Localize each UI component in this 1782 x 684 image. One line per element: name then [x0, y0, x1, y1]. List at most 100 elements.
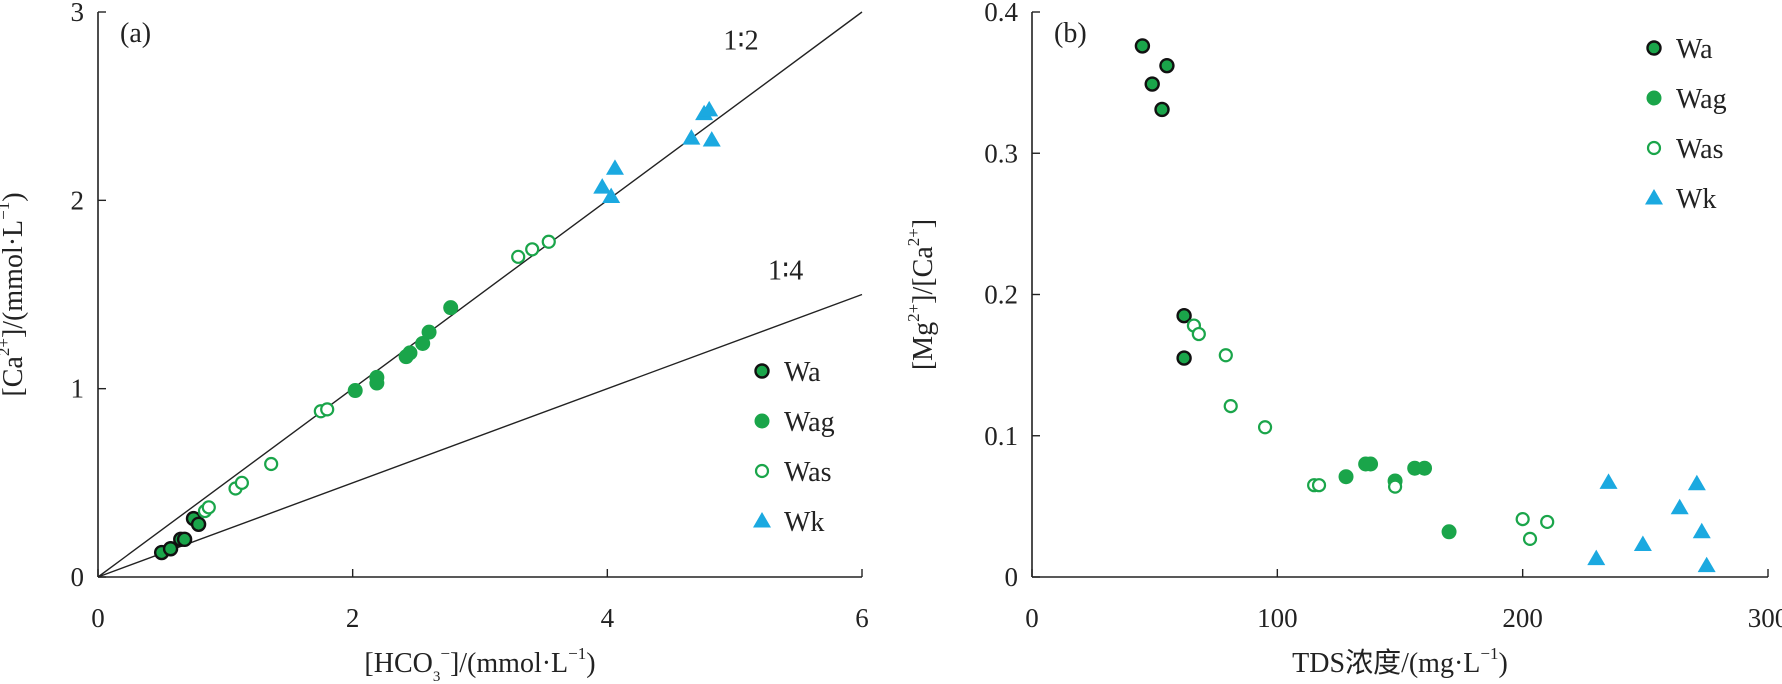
- legend-label: Wag: [1676, 84, 1727, 115]
- legend-label: Was: [1676, 134, 1724, 165]
- series-was: [1186, 318, 1555, 546]
- data-point: [415, 335, 431, 351]
- data-point: [1587, 549, 1606, 566]
- data-point: [443, 300, 459, 316]
- data-point: [1697, 556, 1716, 573]
- data-point: [1522, 531, 1538, 546]
- legend-label: Wa: [1676, 34, 1713, 65]
- series-wag: [347, 300, 459, 399]
- data-point: [1633, 535, 1652, 551]
- data-point: [1154, 101, 1170, 118]
- y-tick-label: 0: [1005, 562, 1019, 592]
- data-point: [525, 242, 540, 257]
- data-point: [511, 249, 526, 264]
- data-point: [1515, 511, 1530, 527]
- data-point: [1363, 456, 1379, 472]
- data-point: [190, 516, 207, 532]
- legend-label: Wa: [784, 357, 821, 388]
- panel-label: (a): [120, 18, 151, 49]
- reference-line-label: 1∶4: [768, 255, 803, 286]
- y-axis-label: [Ca2+]/(mmol·L−1): [0, 192, 29, 396]
- data-point: [1159, 57, 1175, 74]
- legend-label: Wk: [1676, 184, 1716, 215]
- data-point: [1670, 498, 1689, 515]
- x-tick-label: 0: [91, 603, 105, 633]
- legend-label: Wag: [784, 407, 835, 438]
- legend-marker: [1646, 140, 1662, 156]
- series-wk: [1587, 473, 1716, 573]
- data-point: [176, 531, 193, 548]
- data-point: [347, 383, 363, 399]
- y-tick-label: 0.3: [984, 138, 1018, 168]
- y-tick-label: 2: [71, 185, 85, 215]
- series-was: [197, 234, 556, 519]
- reference-line: [97, 11, 863, 578]
- data-point: [201, 500, 216, 515]
- y-axis-label: [Mg2+]/[Ca2+]: [904, 219, 939, 370]
- legend: Wa Wag Was Wk: [1645, 34, 1727, 215]
- x-tick-label: 6: [855, 603, 869, 633]
- legend-marker: [1645, 189, 1663, 205]
- data-point: [1441, 524, 1457, 540]
- data-point: [1417, 460, 1433, 476]
- data-point: [682, 129, 701, 145]
- data-point: [1176, 350, 1192, 366]
- data-point: [1257, 420, 1273, 435]
- data-point: [602, 187, 621, 204]
- data-point: [1599, 473, 1618, 489]
- reference-line: [97, 293, 863, 578]
- legend-marker: [754, 413, 770, 429]
- x-axis-label: [HCO3−]/(mmol·L−1): [364, 644, 595, 684]
- x-tick-label: 0: [1025, 603, 1039, 633]
- data-point: [1134, 38, 1151, 54]
- data-point: [605, 159, 624, 175]
- legend-label: Wk: [784, 507, 824, 538]
- data-point: [1692, 522, 1711, 539]
- legend-marker: [754, 463, 770, 479]
- series-wa: [1134, 38, 1192, 366]
- data-point: [702, 131, 721, 147]
- legend: Wa Wag Was Wk: [753, 357, 835, 538]
- data-point: [1144, 76, 1160, 92]
- y-tick-label: 1: [71, 374, 85, 404]
- y-tick-label: 0.1: [984, 421, 1018, 451]
- x-tick-label: 2: [346, 603, 360, 633]
- x-tick-label: 200: [1502, 603, 1543, 633]
- x-axis-label: TDS浓度/(mg·L−1): [1292, 644, 1508, 679]
- data-point: [421, 324, 437, 340]
- series-wk: [593, 100, 721, 204]
- data-point: [264, 456, 279, 472]
- panel-b-chart: 0 100 200 300 0 0.1 0.2 0.3 0.4 (b) TDS浓度/(mg·L−1)…: [904, 0, 1782, 679]
- legend-marker: [1646, 90, 1662, 106]
- series-wag: [1338, 456, 1457, 540]
- data-point: [1218, 348, 1233, 363]
- data-point: [162, 541, 179, 557]
- data-point: [1223, 398, 1238, 414]
- data-point: [1311, 478, 1327, 493]
- x-tick-label: 4: [601, 603, 615, 633]
- data-point: [1176, 307, 1192, 324]
- data-point: [1338, 469, 1354, 485]
- data-point: [320, 402, 335, 417]
- data-point: [1191, 326, 1206, 342]
- x-tick-label: 100: [1257, 603, 1298, 633]
- data-point: [234, 475, 249, 490]
- y-tick-label: 3: [71, 0, 85, 27]
- data-point: [700, 100, 719, 117]
- reference-line-label: 1∶2: [723, 26, 758, 57]
- x-tick-label: 300: [1748, 603, 1782, 633]
- data-point: [1540, 514, 1555, 530]
- y-tick-label: 0.2: [984, 280, 1018, 310]
- panel-a-chart: 0 2 4 6 0 1 2 3 (a) [HCO3−]/(mmol·L−1) [Ca2+]/(mmo…: [0, 0, 869, 684]
- data-point: [1687, 474, 1706, 491]
- legend-marker: [1646, 40, 1662, 56]
- series-wa: [153, 510, 207, 561]
- y-tick-label: 0: [71, 562, 85, 592]
- data-point: [541, 234, 556, 249]
- y-tick-label: 0.4: [984, 0, 1018, 27]
- panel-label: (b): [1054, 18, 1087, 49]
- data-point: [593, 178, 612, 194]
- legend-marker: [754, 363, 770, 379]
- data-point: [1387, 479, 1403, 494]
